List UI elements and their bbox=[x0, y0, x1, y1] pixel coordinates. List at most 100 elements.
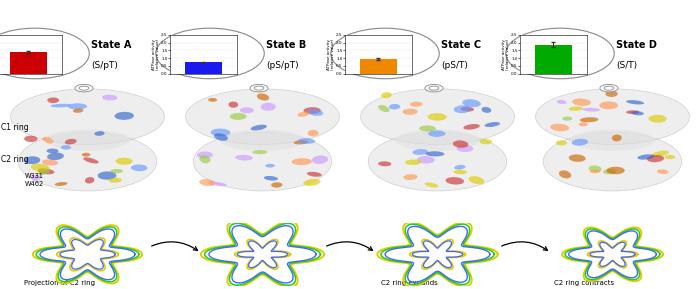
Y-axis label: ATPase activity
(relative value): ATPase activity (relative value) bbox=[502, 38, 510, 70]
Text: (pS/T): (pS/T) bbox=[441, 60, 468, 70]
Ellipse shape bbox=[48, 97, 59, 103]
Ellipse shape bbox=[31, 175, 41, 181]
Ellipse shape bbox=[378, 105, 390, 112]
Text: C2 ring contracts: C2 ring contracts bbox=[554, 280, 615, 286]
Ellipse shape bbox=[108, 178, 122, 183]
Ellipse shape bbox=[626, 100, 644, 105]
Ellipse shape bbox=[446, 177, 464, 185]
Ellipse shape bbox=[131, 164, 148, 171]
Ellipse shape bbox=[230, 113, 246, 120]
Circle shape bbox=[250, 84, 268, 92]
Ellipse shape bbox=[402, 109, 418, 115]
Ellipse shape bbox=[312, 155, 328, 164]
Ellipse shape bbox=[68, 103, 87, 110]
Ellipse shape bbox=[31, 164, 50, 172]
Ellipse shape bbox=[18, 132, 157, 191]
Ellipse shape bbox=[454, 170, 467, 174]
Circle shape bbox=[79, 86, 89, 90]
Text: State A: State A bbox=[91, 40, 132, 50]
Ellipse shape bbox=[482, 107, 491, 113]
Ellipse shape bbox=[97, 171, 116, 180]
Ellipse shape bbox=[271, 182, 282, 188]
Ellipse shape bbox=[24, 156, 41, 164]
Ellipse shape bbox=[303, 179, 321, 186]
Ellipse shape bbox=[412, 149, 428, 155]
Ellipse shape bbox=[220, 129, 305, 151]
Text: (S/T): (S/T) bbox=[616, 60, 637, 70]
Ellipse shape bbox=[461, 107, 474, 112]
Ellipse shape bbox=[45, 129, 130, 151]
Text: W331: W331 bbox=[25, 173, 44, 179]
Ellipse shape bbox=[298, 138, 315, 144]
Ellipse shape bbox=[38, 169, 50, 175]
Ellipse shape bbox=[603, 169, 616, 174]
Ellipse shape bbox=[211, 129, 230, 136]
Ellipse shape bbox=[116, 158, 133, 165]
Bar bbox=[535, 45, 572, 74]
Ellipse shape bbox=[403, 174, 417, 180]
Ellipse shape bbox=[469, 176, 484, 184]
Ellipse shape bbox=[543, 132, 682, 191]
Ellipse shape bbox=[110, 169, 123, 173]
Ellipse shape bbox=[559, 171, 571, 178]
Ellipse shape bbox=[463, 124, 480, 130]
Ellipse shape bbox=[606, 167, 624, 174]
Ellipse shape bbox=[599, 101, 618, 109]
Text: C2 ring: C2 ring bbox=[1, 155, 29, 164]
Ellipse shape bbox=[55, 182, 67, 186]
Ellipse shape bbox=[208, 181, 227, 186]
Ellipse shape bbox=[648, 115, 666, 123]
Ellipse shape bbox=[42, 160, 58, 166]
Ellipse shape bbox=[102, 95, 118, 101]
Ellipse shape bbox=[652, 151, 669, 157]
Circle shape bbox=[600, 84, 618, 92]
Ellipse shape bbox=[536, 89, 690, 144]
Ellipse shape bbox=[260, 103, 276, 111]
Circle shape bbox=[75, 84, 93, 92]
Ellipse shape bbox=[197, 151, 213, 158]
Ellipse shape bbox=[572, 99, 591, 106]
Ellipse shape bbox=[657, 169, 668, 174]
Ellipse shape bbox=[480, 139, 492, 144]
Ellipse shape bbox=[647, 155, 664, 162]
Ellipse shape bbox=[38, 168, 55, 174]
Ellipse shape bbox=[410, 102, 423, 107]
Ellipse shape bbox=[61, 145, 71, 150]
Ellipse shape bbox=[405, 160, 421, 165]
Text: C2 ring expands: C2 ring expands bbox=[381, 280, 438, 286]
Ellipse shape bbox=[94, 131, 104, 136]
Ellipse shape bbox=[307, 172, 322, 177]
Ellipse shape bbox=[257, 93, 269, 101]
Ellipse shape bbox=[562, 116, 573, 121]
Y-axis label: ATPase activity
(relative value): ATPase activity (relative value) bbox=[152, 38, 160, 70]
Ellipse shape bbox=[292, 158, 312, 165]
Ellipse shape bbox=[235, 155, 253, 160]
Ellipse shape bbox=[10, 89, 164, 144]
Ellipse shape bbox=[572, 139, 588, 146]
Ellipse shape bbox=[307, 130, 318, 136]
Ellipse shape bbox=[25, 136, 38, 142]
Ellipse shape bbox=[264, 176, 278, 181]
Ellipse shape bbox=[368, 132, 507, 191]
Circle shape bbox=[254, 86, 264, 90]
Text: C1 ring: C1 ring bbox=[1, 123, 29, 132]
Ellipse shape bbox=[612, 134, 622, 141]
Ellipse shape bbox=[186, 89, 340, 144]
Ellipse shape bbox=[83, 158, 99, 164]
Circle shape bbox=[429, 86, 439, 90]
Ellipse shape bbox=[389, 104, 400, 110]
Ellipse shape bbox=[569, 154, 586, 162]
Ellipse shape bbox=[65, 139, 76, 144]
Ellipse shape bbox=[589, 165, 602, 172]
Ellipse shape bbox=[199, 179, 215, 186]
Ellipse shape bbox=[453, 140, 468, 148]
Ellipse shape bbox=[428, 113, 447, 121]
Ellipse shape bbox=[462, 99, 481, 107]
Ellipse shape bbox=[293, 140, 309, 144]
Ellipse shape bbox=[85, 177, 95, 184]
Ellipse shape bbox=[606, 91, 618, 97]
Ellipse shape bbox=[381, 92, 391, 98]
Ellipse shape bbox=[193, 132, 332, 191]
Ellipse shape bbox=[331, 28, 440, 79]
Ellipse shape bbox=[426, 151, 444, 156]
